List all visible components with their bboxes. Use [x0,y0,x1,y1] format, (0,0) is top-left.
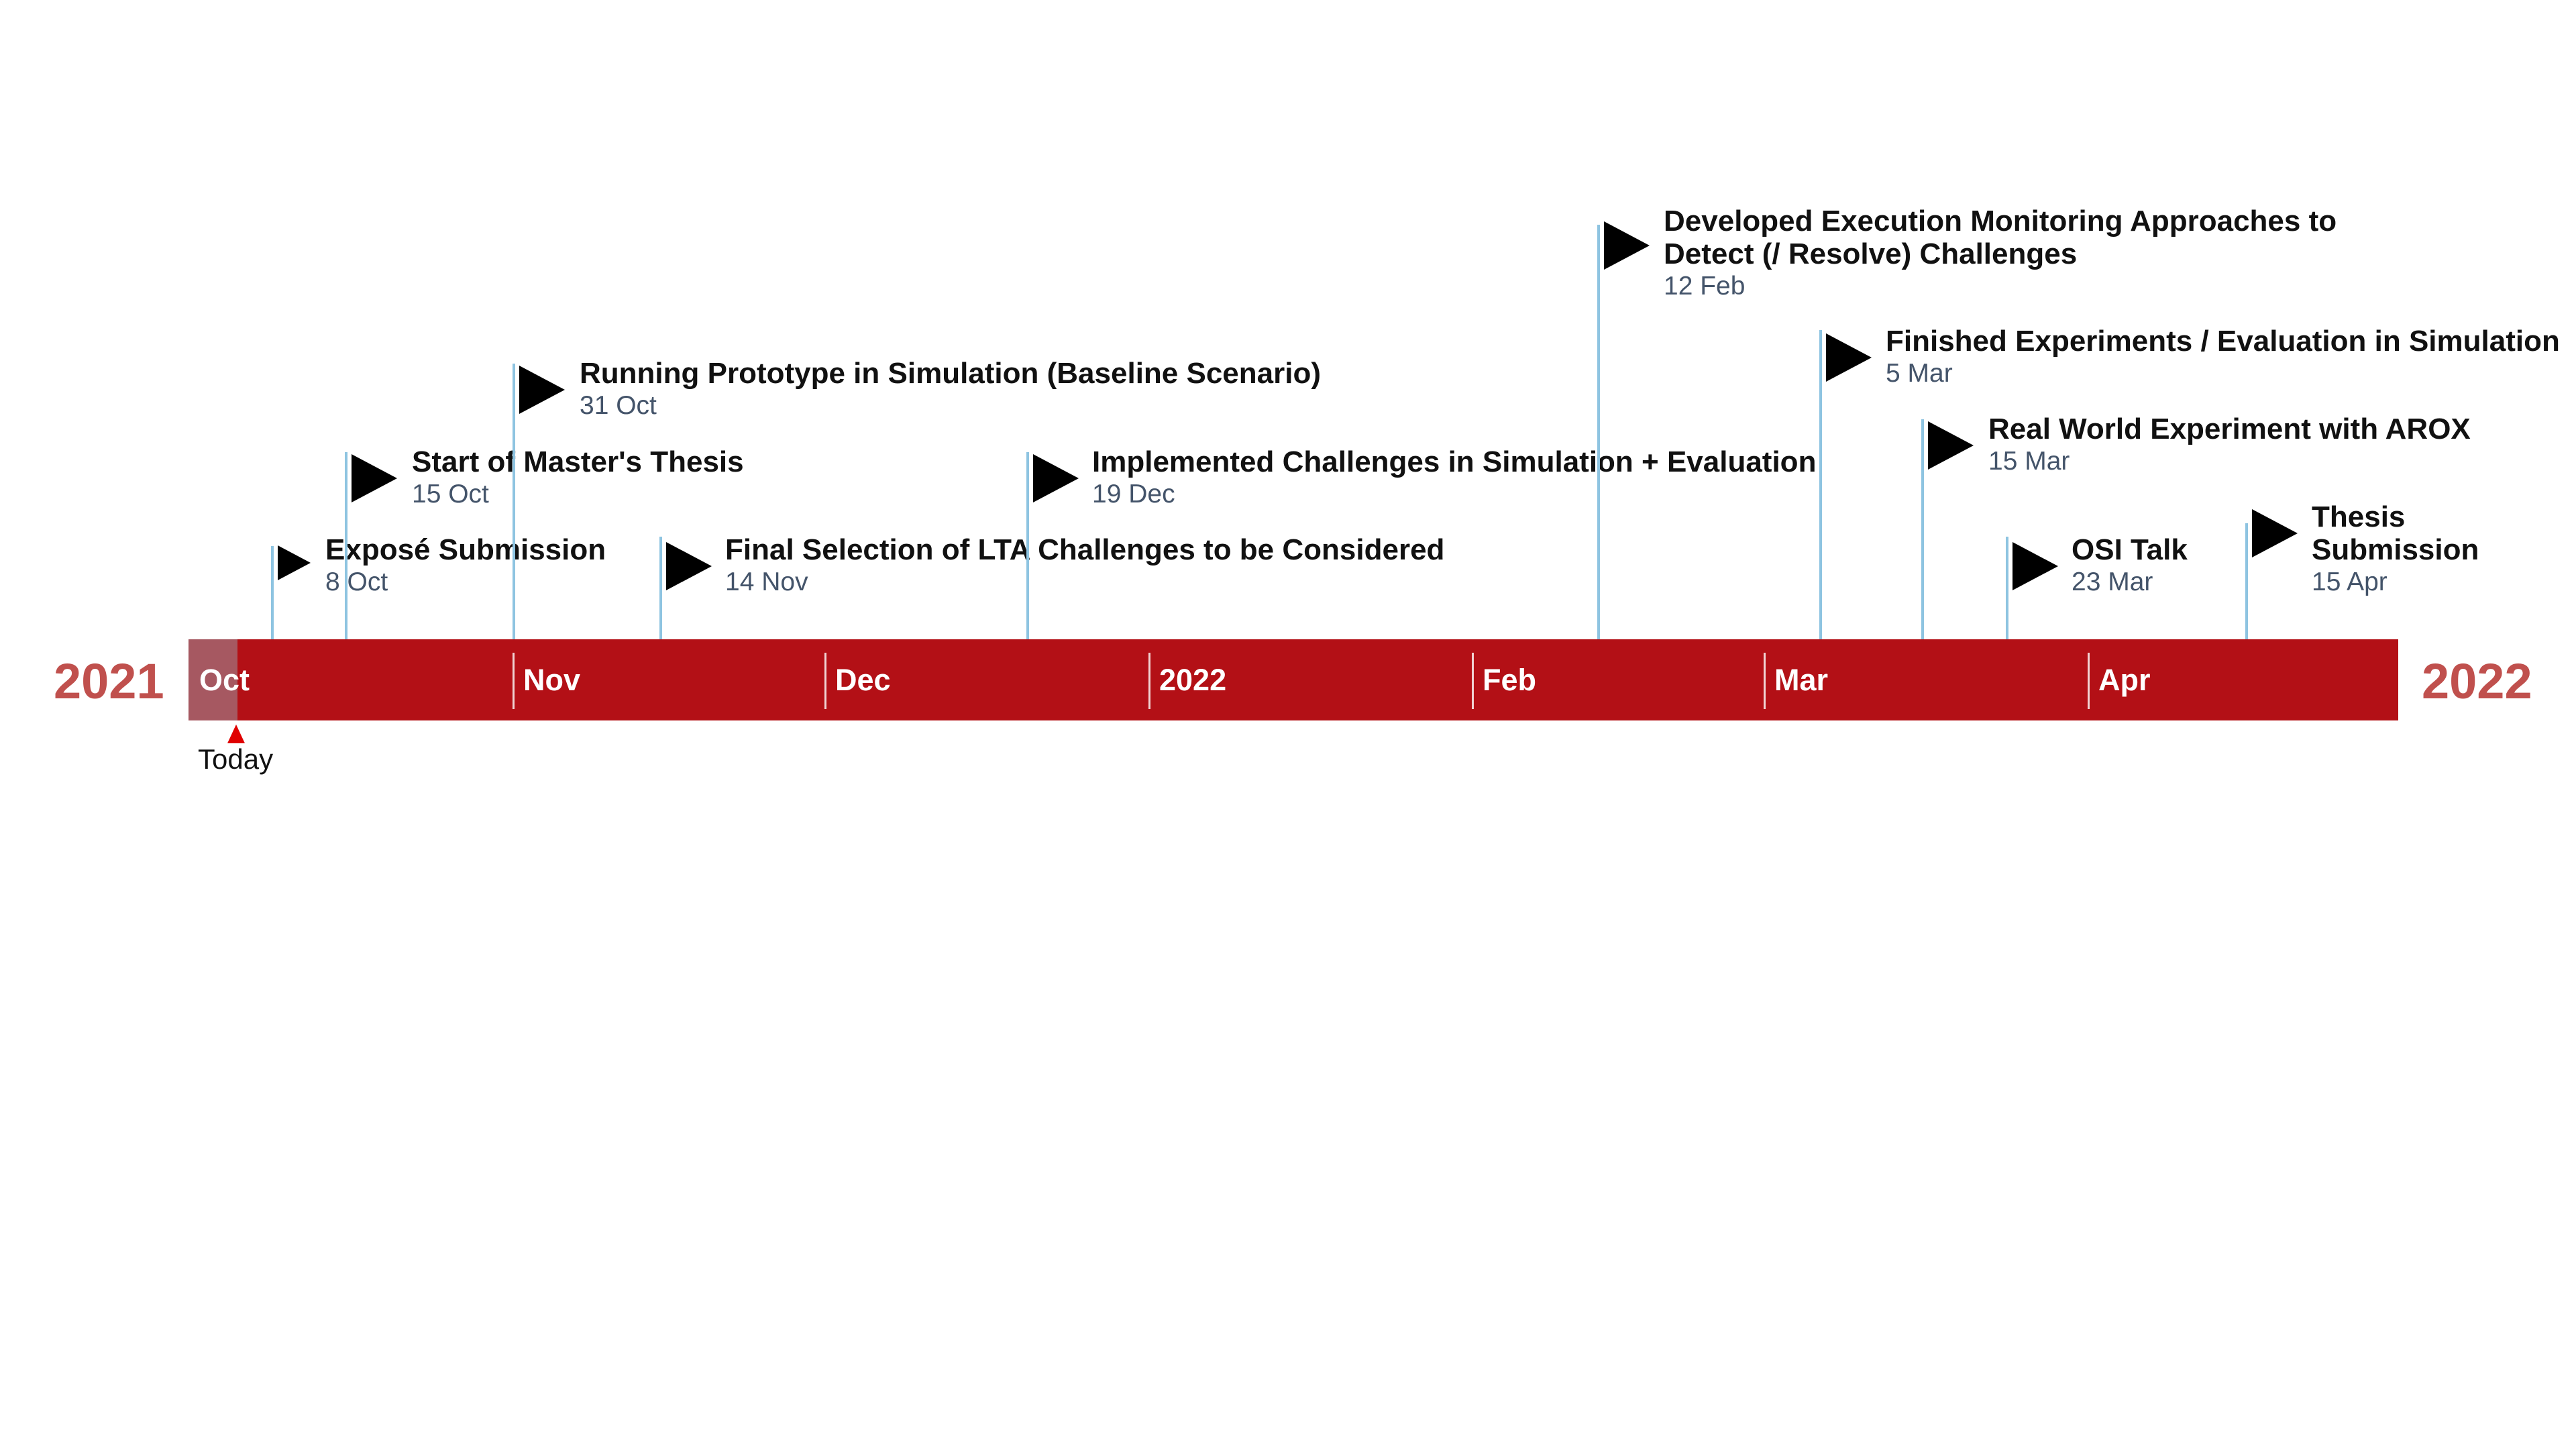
milestone-date: 31 Oct [580,391,657,420]
milestone-date: 15 Mar [1988,447,2070,476]
flag-icon [1033,454,1079,502]
milestone: OSI Talk 23 Mar [2072,533,2188,598]
month-label: Nov [523,663,581,697]
milestone: Thesis Submission 15 Apr [2312,500,2479,598]
milestone-stem [271,546,274,639]
milestone-stem [659,537,662,639]
milestone-title: Start of Master's Thesis [412,445,744,478]
month-divider [1472,653,1474,709]
milestone-stem [1819,330,1822,639]
flag-icon [1928,421,1974,470]
milestone-stem [2245,523,2248,639]
milestone: Finished Experiments / Evaluation in Sim… [1886,325,2560,390]
flag-icon [666,542,712,590]
month-label: Oct [199,663,250,697]
milestone-stem [1597,225,1600,639]
month-label: Feb [1483,663,1537,697]
milestone: Real World Experiment with AROX 15 Mar [1988,413,2471,478]
today-label: Today [198,743,274,775]
milestone: Implemented Challenges in Simulation + E… [1092,445,1816,511]
milestone-title: Implemented Challenges in Simulation + E… [1092,445,1817,478]
month-label: Apr [2098,663,2151,697]
milestone: Running Prototype in Simulation (Baselin… [580,357,1321,422]
milestone-date: 8 Oct [325,568,388,596]
milestone-stem [345,452,347,639]
milestone-stem [2006,537,2008,639]
milestone-date: 15 Apr [2312,568,2387,596]
today-marker-icon [227,724,245,743]
milestone-stem [513,364,515,639]
month-label: 2022 [1159,663,1227,697]
milestone-stem [1921,419,1924,639]
flag-icon [1604,221,1650,270]
milestone-title: Real World Experiment with AROX [1988,413,2471,445]
milestone-date: 19 Dec [1092,480,1175,508]
milestone-title: Finished Experiments / Evaluation in Sim… [1886,325,2560,358]
milestone-stem [1026,452,1029,639]
month-label: Dec [835,663,891,697]
milestone: Start of Master's Thesis 15 Oct [412,445,744,511]
month-divider [513,653,515,709]
milestone-date: 12 Feb [1664,272,1746,301]
end-year-label: 2022 [2422,653,2532,709]
timeline-bar: Oct Nov Dec 2022 Feb Mar Apr [189,639,2398,720]
milestone-date: 15 Oct [412,480,489,508]
milestone-title: OSI Talk [2072,533,2188,566]
milestone: Exposé Submission 8 Oct [325,533,606,598]
milestone-title: Final Selection of LTA Challenges to be … [725,533,1445,566]
flag-icon [2012,542,2058,590]
milestone-title: Thesis Submission [2312,500,2479,566]
flag-icon [519,366,565,414]
elapsed-segment [189,639,237,720]
milestone-title: Exposé Submission [325,533,606,566]
milestone-date: 23 Mar [2072,568,2153,596]
milestone: Developed Execution Monitoring Approache… [1664,205,2337,303]
flag-icon [1826,333,1872,382]
month-divider [2088,653,2090,709]
milestone-title: Running Prototype in Simulation (Baselin… [580,357,1322,390]
milestone-title: Developed Execution Monitoring Approache… [1664,205,2337,270]
month-label: Mar [1774,663,1829,697]
milestone-date: 5 Mar [1886,359,1953,388]
month-divider [824,653,826,709]
month-divider [1148,653,1150,709]
flag-icon [2252,509,2298,557]
start-year-label: 2021 [54,653,164,709]
milestone-date: 14 Nov [725,568,808,596]
month-divider [1764,653,1766,709]
flag-icon [278,545,311,580]
flag-icon [352,454,397,502]
milestone: Final Selection of LTA Challenges to be … [725,533,1444,598]
